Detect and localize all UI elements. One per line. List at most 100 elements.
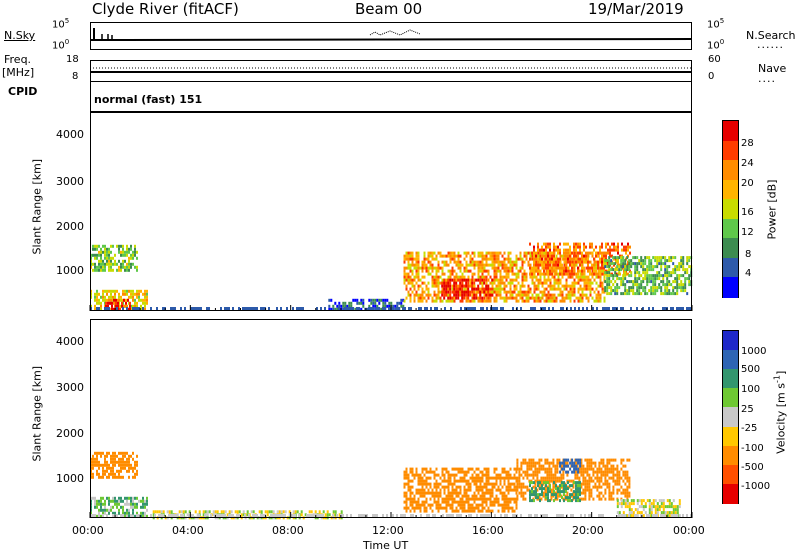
heatmap-cell [495,254,498,258]
heatmap-cell [547,272,549,276]
heatmap-cell [475,494,478,498]
heatmap-cell [479,299,482,303]
heatmap-cell [132,508,134,512]
heatmap-cell [582,307,584,310]
heatmap-cell [597,263,599,267]
heatmap-cell [654,511,657,515]
heatmap-cell [130,292,132,296]
heatmap-cell [471,287,474,291]
heatmap-cell [559,278,562,282]
heatmap-cell [511,278,514,282]
heatmap-cell [569,290,572,294]
heatmap-cell [680,259,683,263]
heatmap-cell [628,494,631,498]
heatmap-cell [545,272,548,276]
heatmap-cell [96,253,98,257]
heatmap-cell [467,482,470,486]
heatmap-cell [535,287,538,291]
heatmap-cell [411,485,414,489]
heatmap-cell [581,257,583,261]
heatmap-cell [565,251,567,255]
heatmap-cell [579,493,581,497]
heatmap-cell [194,307,196,310]
heatmap-cell [511,482,514,486]
heatmap-cell [600,479,603,483]
heatmap-cell [511,290,514,294]
heatmap-cell [532,470,535,474]
heatmap-cell [589,272,591,276]
heatmap-cell [507,500,510,504]
heatmap-cell [481,275,484,279]
heatmap-cell [415,500,418,504]
heatmap-cell [403,275,406,279]
heatmap-cell [407,482,410,486]
heatmap-cell [459,293,462,297]
heatmap-cell [477,476,480,480]
heatmap-cell [638,289,641,293]
heatmap-cell [537,245,539,249]
heatmap-cell [628,491,631,495]
heatmap-cell [142,502,144,506]
heatmap-cell [509,506,512,510]
heatmap-cell [487,299,490,303]
heatmap-cell [528,467,531,471]
heatmap-cell [581,299,584,303]
heatmap-cell [417,269,420,273]
heatmap-cell [672,256,675,260]
heatmap-cell [111,307,113,311]
heatmap-cell [617,245,619,249]
heatmap-cell [134,244,136,248]
heatmap-cell [144,502,146,506]
heatmap-cell [102,268,104,272]
heatmap-cell [453,251,456,255]
heatmap-cell [688,283,691,287]
heatmap-cell [573,242,575,246]
heatmap-cell [529,296,532,300]
colorbar-segment [723,331,738,351]
heatmap-cell [429,263,432,267]
heatmap-cell [481,257,484,261]
heatmap-cell [228,514,230,517]
heatmap-cell [122,244,124,248]
heatmap-cell [563,266,565,270]
heatmap-cell [569,461,572,465]
heatmap-cell [128,469,130,473]
heatmap-cell [680,286,683,290]
heatmap-cell [457,257,460,261]
heatmap-cell [118,499,120,503]
heatmap-cell [493,299,496,303]
heatmap-cell [549,257,551,261]
heatmap-cell [565,248,567,252]
heatmap-cell [610,497,613,501]
heatmap-cell [544,458,547,462]
heatmap-cell [571,266,573,270]
heatmap-cell [646,256,649,260]
heatmap-cell [516,485,519,489]
heatmap-cell [106,298,108,302]
heatmap-cell [595,296,598,300]
heatmap-cell [569,496,571,500]
heatmap-cell [582,482,585,486]
heatmap-cell [646,499,649,503]
heatmap-cell [566,473,569,477]
heatmap-cell [569,272,571,276]
heatmap-cell [110,499,112,503]
heatmap-cell [106,469,108,473]
heatmap-cell [553,260,555,264]
heatmap-cell [569,251,571,255]
heatmap-cell [427,254,430,258]
heatmap-cell [652,277,655,281]
heatmap-cell [90,499,92,503]
heatmap-cell [292,307,294,310]
heatmap-cell [443,293,446,297]
heatmap-cell [602,514,604,517]
heatmap-cell [612,470,615,474]
heatmap-cell [612,488,615,492]
heatmap-cell [589,245,591,249]
heatmap-cell [626,265,629,269]
heatmap-cell [477,503,480,507]
heatmap-cell [535,490,537,494]
heatmap-cell [503,470,506,474]
heatmap-cell [606,292,609,296]
heatmap-cell [274,514,276,517]
